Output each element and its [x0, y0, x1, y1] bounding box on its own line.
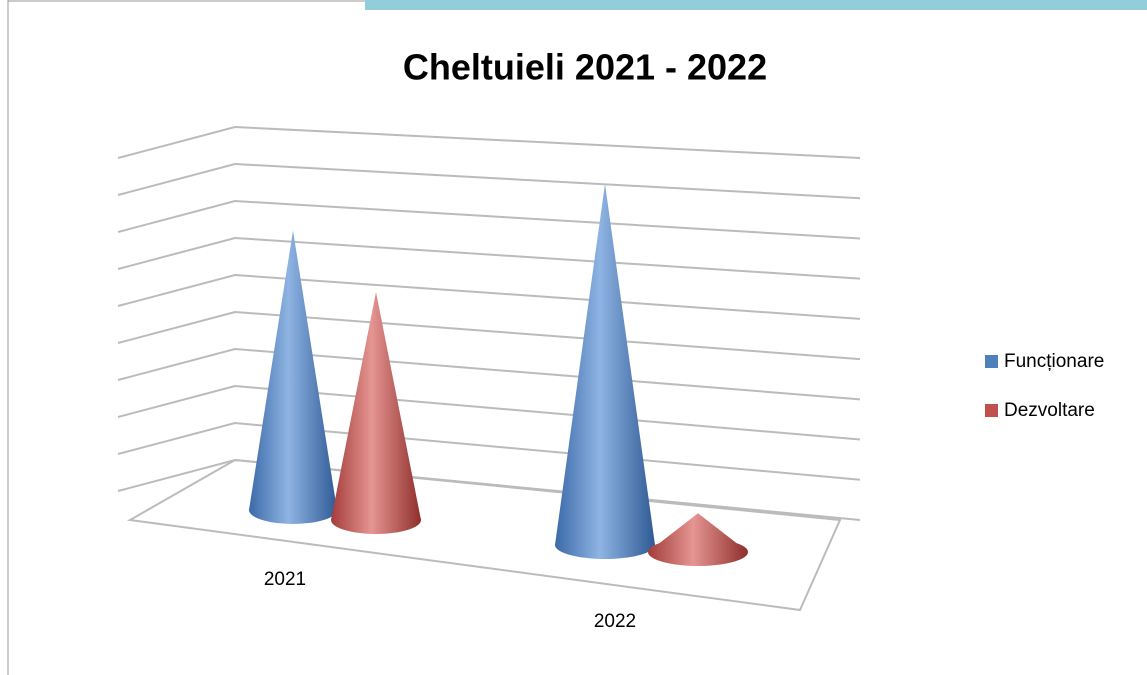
- grid-line: [117, 458, 861, 521]
- legend-label: Funcționare: [1004, 351, 1104, 372]
- grid-line: [117, 236, 861, 280]
- grid-line: [117, 125, 861, 159]
- x-tick-label: 2022: [594, 611, 636, 632]
- grid-line: [117, 162, 861, 200]
- cone: [331, 292, 421, 534]
- grid-line: [117, 421, 861, 481]
- grid-line: [117, 273, 861, 320]
- legend-swatch: [985, 404, 998, 417]
- x-tick-label: 2021: [264, 569, 306, 590]
- legend-label: Dezvoltare: [1004, 400, 1095, 421]
- cone: [249, 230, 337, 524]
- grid-line: [117, 310, 861, 361]
- cone: [555, 183, 655, 559]
- legend-swatch: [985, 355, 998, 368]
- header-bar: [365, 0, 1147, 10]
- floor: [126, 458, 842, 612]
- grid-line: [117, 384, 861, 441]
- grid-line: [117, 347, 861, 401]
- grid-line: [117, 199, 861, 240]
- cone: [648, 513, 748, 566]
- chart-title: Cheltuieli 2021 - 2022: [403, 47, 767, 88]
